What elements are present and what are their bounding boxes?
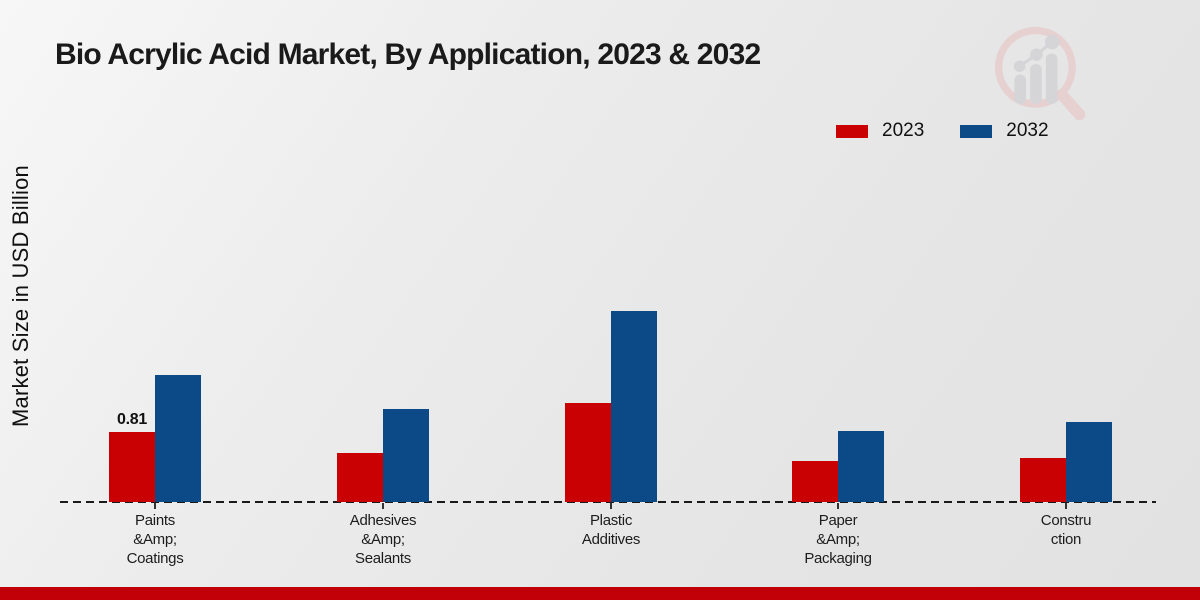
bar-2032-group-4 (1066, 422, 1112, 502)
bar-2032-group-3 (838, 431, 884, 502)
legend-item-2023: 2023 (836, 120, 924, 142)
footer-red-stripe (0, 587, 1200, 600)
legend-swatch-2023 (836, 124, 868, 138)
x-axis-tick (154, 503, 156, 509)
x-axis-category-label: Plastic Additives (581, 512, 641, 548)
x-axis-tick (382, 503, 384, 509)
bar-2032-group-2 (611, 311, 657, 502)
x-axis-dashed-baseline (60, 501, 1156, 503)
x-axis-tick (610, 503, 612, 509)
legend-swatch-2032 (960, 124, 993, 138)
x-axis-tick (1065, 503, 1067, 509)
x-axis-category-label: Paints &Amp; Coatings (126, 512, 184, 567)
bar-2023-group-3 (792, 461, 838, 502)
chart-title: Bio Acrylic Acid Market, By Application,… (55, 38, 761, 71)
bar-2023-group-2 (565, 403, 611, 502)
x-axis-category-label: Adhesives &Amp; Sealants (349, 512, 417, 567)
legend-label-2032: 2032 (1006, 120, 1049, 141)
bar-2023-group-0 (109, 432, 155, 502)
magnifier-bar-chart-logo (994, 26, 1086, 121)
bar-data-label: 0.81 (117, 411, 147, 428)
bar-2023-group-1 (337, 453, 383, 502)
x-axis-category-label: Paper &Amp; Packaging (804, 512, 872, 567)
legend-label-2023: 2023 (882, 120, 925, 141)
legend-item-2032: 2032 (960, 120, 1049, 142)
bar-2023-group-4 (1020, 458, 1066, 502)
bar-2032-group-0 (155, 375, 201, 502)
x-axis-category-label: Constru ction (1040, 512, 1092, 548)
x-axis-tick (837, 503, 839, 509)
bar-2032-group-1 (383, 409, 429, 502)
legend: 2023 2032 (836, 120, 1049, 142)
